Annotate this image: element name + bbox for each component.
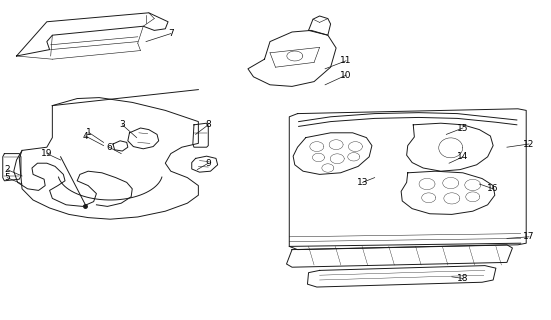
Text: 11: 11 — [341, 56, 352, 65]
Text: 13: 13 — [357, 178, 368, 187]
Text: 10: 10 — [341, 71, 352, 80]
Text: 6: 6 — [106, 143, 112, 152]
Text: 2: 2 — [4, 165, 10, 174]
Text: 19: 19 — [41, 149, 52, 158]
Text: 8: 8 — [206, 120, 211, 129]
Text: 12: 12 — [523, 140, 534, 148]
Text: 16: 16 — [488, 184, 499, 193]
Text: 1: 1 — [87, 128, 92, 137]
Text: 9: 9 — [206, 159, 211, 168]
Text: 15: 15 — [457, 124, 468, 132]
Text: 4: 4 — [83, 132, 88, 140]
Text: 3: 3 — [120, 120, 125, 129]
Text: 7: 7 — [168, 29, 174, 38]
Text: 5: 5 — [4, 173, 10, 182]
Text: 18: 18 — [457, 274, 468, 283]
Text: 17: 17 — [523, 232, 534, 241]
Text: 14: 14 — [457, 152, 468, 161]
